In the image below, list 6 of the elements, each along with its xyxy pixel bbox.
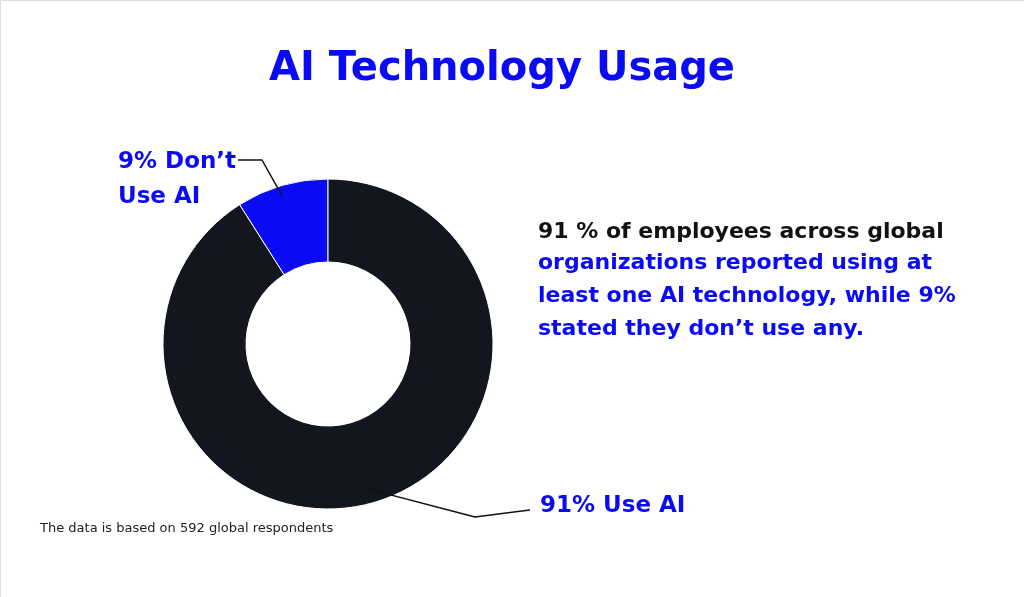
text: 91 % of employees across global	[538, 218, 944, 243]
slice-label: 9% Don’t Use AI	[118, 147, 237, 208]
chart-title: AI Technology Usage	[269, 43, 735, 89]
text: The data is based on 592 global respondents	[39, 520, 334, 535]
slice-label: 91% Use AI	[540, 491, 686, 517]
text: organizations reported using at least one AI technology, while 9% stated they don’t use any.	[538, 249, 956, 340]
